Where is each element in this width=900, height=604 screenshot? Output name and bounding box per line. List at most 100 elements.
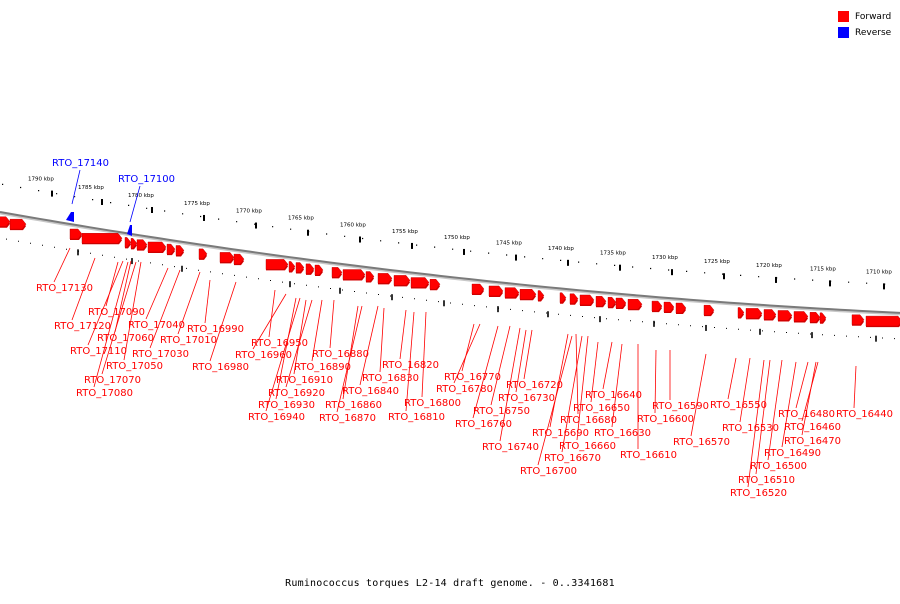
forward-gene-label[interactable]: RTO_16550 xyxy=(710,400,767,411)
forward-gene-label[interactable]: RTO_17080 xyxy=(76,388,133,399)
forward-gene-label[interactable]: RTO_16630 xyxy=(594,428,651,439)
forward-gene[interactable] xyxy=(136,239,148,250)
forward-gene[interactable] xyxy=(124,237,132,248)
forward-gene[interactable] xyxy=(342,269,366,280)
forward-gene[interactable] xyxy=(365,271,375,282)
forward-gene[interactable] xyxy=(488,285,504,297)
forward-gene-label[interactable]: RTO_17110 xyxy=(70,346,127,357)
forward-gene[interactable] xyxy=(595,296,607,307)
forward-gene-label[interactable]: RTO_16530 xyxy=(722,423,779,434)
forward-gene[interactable] xyxy=(166,243,176,255)
forward-gene[interactable] xyxy=(429,279,441,290)
forward-gene-label[interactable]: RTO_16960 xyxy=(235,350,292,361)
forward-gene-label[interactable]: RTO_16810 xyxy=(388,412,445,423)
forward-gene[interactable] xyxy=(793,311,809,322)
forward-gene-label[interactable]: RTO_16600 xyxy=(637,414,694,425)
legend-item-forward[interactable]: Forward xyxy=(838,9,898,24)
forward-gene[interactable] xyxy=(410,277,430,288)
forward-gene[interactable] xyxy=(851,314,865,325)
forward-gene[interactable] xyxy=(865,315,900,327)
forward-gene-label[interactable]: RTO_16720 xyxy=(506,380,563,391)
forward-gene[interactable] xyxy=(675,302,687,314)
forward-gene[interactable] xyxy=(219,252,235,263)
forward-gene-label[interactable]: RTO_16840 xyxy=(342,386,399,397)
forward-gene-label[interactable]: RTO_16700 xyxy=(520,466,577,477)
forward-gene-label[interactable]: RTO_16990 xyxy=(187,324,244,335)
forward-gene[interactable] xyxy=(9,218,27,230)
forward-gene-label[interactable]: RTO_16690 xyxy=(532,428,589,439)
forward-gene[interactable] xyxy=(377,273,393,284)
forward-gene[interactable] xyxy=(265,259,289,270)
forward-gene[interactable] xyxy=(504,287,520,298)
forward-gene-label[interactable]: RTO_16750 xyxy=(473,406,530,417)
reverse-gene[interactable] xyxy=(66,212,74,222)
forward-gene-label[interactable]: RTO_16610 xyxy=(620,450,677,461)
forward-gene[interactable] xyxy=(0,216,11,227)
reverse-gene[interactable] xyxy=(127,225,132,236)
forward-gene-label[interactable]: RTO_16740 xyxy=(482,442,539,453)
forward-gene[interactable] xyxy=(607,297,617,308)
forward-gene-label[interactable]: RTO_16830 xyxy=(362,373,419,384)
forward-gene-label[interactable]: RTO_16950 xyxy=(251,338,308,349)
forward-gene[interactable] xyxy=(579,294,595,306)
forward-gene[interactable] xyxy=(331,267,343,278)
forward-gene[interactable] xyxy=(627,299,643,310)
forward-gene-label[interactable]: RTO_16870 xyxy=(319,413,376,424)
forward-gene[interactable] xyxy=(314,264,324,276)
forward-gene[interactable] xyxy=(745,308,763,319)
forward-gene-label[interactable]: RTO_16820 xyxy=(382,360,439,371)
forward-gene[interactable] xyxy=(651,300,663,312)
forward-gene[interactable] xyxy=(703,304,715,316)
forward-gene-label[interactable]: RTO_17010 xyxy=(160,335,217,346)
forward-gene-label[interactable]: RTO_16730 xyxy=(498,393,555,404)
forward-gene-label[interactable]: RTO_16660 xyxy=(559,441,616,452)
forward-gene-label[interactable]: RTO_17050 xyxy=(106,361,163,372)
forward-gene-label[interactable]: RTO_16640 xyxy=(585,390,642,401)
forward-gene[interactable] xyxy=(559,292,567,303)
forward-gene-label[interactable]: RTO_17030 xyxy=(132,349,189,360)
forward-gene-label[interactable]: RTO_17060 xyxy=(97,333,154,344)
forward-gene[interactable] xyxy=(763,309,777,320)
forward-gene-label[interactable]: RTO_17130 xyxy=(36,283,93,294)
forward-gene-label[interactable]: RTO_16670 xyxy=(544,453,601,464)
forward-gene[interactable] xyxy=(198,248,208,260)
forward-gene-label[interactable]: RTO_16910 xyxy=(276,375,333,386)
forward-gene[interactable] xyxy=(471,283,485,295)
forward-gene[interactable] xyxy=(147,241,167,253)
forward-gene-label[interactable]: RTO_16480 xyxy=(778,409,835,420)
forward-gene-label[interactable]: RTO_16770 xyxy=(444,372,501,383)
forward-gene[interactable] xyxy=(737,307,745,318)
forward-gene[interactable] xyxy=(615,297,627,309)
reverse-gene-label[interactable]: RTO_17140 xyxy=(52,158,109,169)
forward-gene[interactable] xyxy=(295,262,305,273)
forward-gene-label[interactable]: RTO_16760 xyxy=(455,419,512,430)
forward-gene[interactable] xyxy=(175,245,185,256)
forward-gene[interactable] xyxy=(130,238,138,249)
forward-gene-label[interactable]: RTO_17040 xyxy=(128,320,185,331)
legend-item-reverse[interactable]: Reverse xyxy=(838,25,898,40)
forward-gene-label[interactable]: RTO_17070 xyxy=(84,375,141,386)
forward-gene-label[interactable]: RTO_16490 xyxy=(764,448,821,459)
forward-gene-label[interactable]: RTO_16500 xyxy=(750,461,807,472)
forward-gene[interactable] xyxy=(519,289,537,300)
forward-gene-label[interactable]: RTO_16520 xyxy=(730,488,787,499)
forward-gene[interactable] xyxy=(305,263,315,275)
forward-gene-label[interactable]: RTO_16920 xyxy=(268,388,325,399)
forward-gene-label[interactable]: RTO_16680 xyxy=(560,415,617,426)
forward-gene[interactable] xyxy=(233,253,245,265)
forward-gene-label[interactable]: RTO_16460 xyxy=(784,422,841,433)
forward-gene[interactable] xyxy=(819,312,827,323)
forward-gene[interactable] xyxy=(69,228,83,240)
forward-gene-label[interactable]: RTO_16880 xyxy=(312,349,369,360)
forward-gene-label[interactable]: RTO_16860 xyxy=(325,400,382,411)
forward-gene-label[interactable]: RTO_16470 xyxy=(784,436,841,447)
reverse-gene-label[interactable]: RTO_17100 xyxy=(118,174,175,185)
forward-gene-label[interactable]: RTO_16940 xyxy=(248,412,305,423)
forward-gene-label[interactable]: RTO_16590 xyxy=(652,401,709,412)
forward-gene-label[interactable]: RTO_16980 xyxy=(192,362,249,373)
forward-gene-label[interactable]: RTO_16890 xyxy=(294,362,351,373)
forward-gene[interactable] xyxy=(537,290,545,301)
forward-gene-label[interactable]: RTO_16440 xyxy=(836,409,893,420)
forward-gene[interactable] xyxy=(393,275,411,286)
